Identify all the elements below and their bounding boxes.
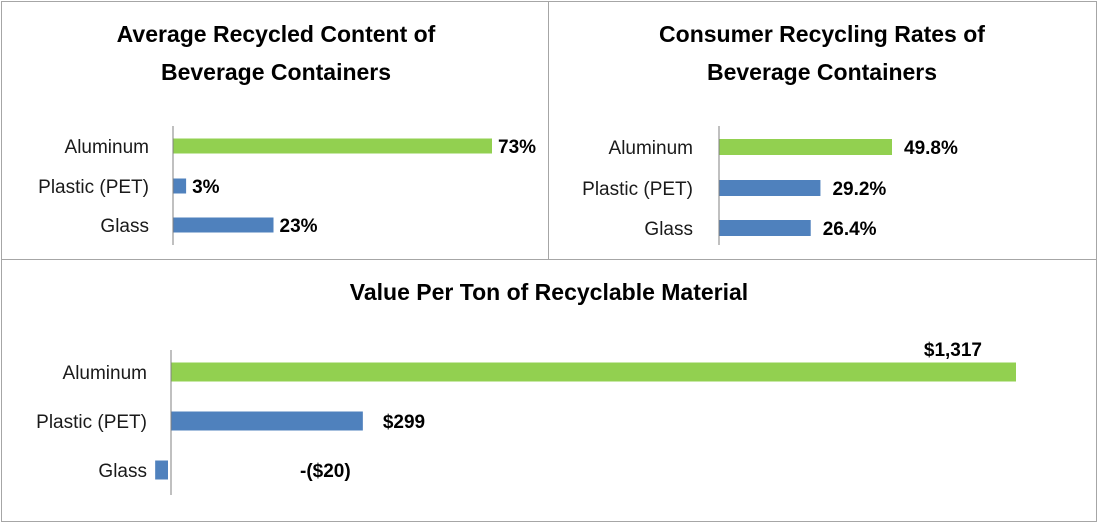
recycling-rates-panel: Consumer Recycling Rates of Beverage Cont… [548,1,1097,261]
value-label-glass: -($20) [300,461,351,482]
value-label-plastic-pet: $299 [383,412,425,433]
chart-title-line: Average Recycled Content of [117,21,436,47]
value-label-glass: 23% [280,216,318,237]
value-per-ton-panel: Value Per Ton of Recyclable Material Alum… [1,259,1097,522]
category-label-glass: Glass [100,216,149,237]
category-label-plastic-pet: Plastic (PET) [582,179,693,200]
bar-glass [173,217,274,233]
recycling-rates-chart: Consumer Recycling Rates of Beverage Cont… [582,21,985,245]
bar-aluminum [719,139,892,155]
value-label-glass: 26.4% [823,219,877,240]
value-label-aluminum: 49.8% [904,138,958,159]
chart-title-line: Beverage Containers [161,59,391,85]
category-label-aluminum: Aluminum [65,137,149,158]
value-label-plastic-pet: 29.2% [832,179,886,200]
value-label-aluminum: $1,317 [924,340,982,361]
value-per-ton-chart: Value Per Ton of Recyclable Material Alum… [36,279,1016,495]
bar-plastic-pet [173,178,187,194]
bar-glass [719,220,811,236]
category-label-glass: Glass [644,219,693,240]
category-label-aluminum: Aluminum [63,363,147,384]
chart-title-line: Beverage Containers [707,59,937,85]
category-label-plastic-pet: Plastic (PET) [36,412,147,433]
bar-plastic-pet [719,180,821,196]
category-label-glass: Glass [98,461,147,482]
value-label-aluminum: 73% [498,137,536,158]
bar-plastic-pet [171,411,363,431]
chart-title-line: Value Per Ton of Recyclable Material [350,279,748,305]
value-label-plastic-pet: 3% [192,177,220,198]
bar-glass [155,460,168,480]
bar-aluminum [171,362,1016,382]
category-label-plastic-pet: Plastic (PET) [38,177,149,198]
recycled-content-chart: Average Recycled Content of Beverage Cont… [38,21,536,245]
recycled-content-panel: Average Recycled Content of Beverage Cont… [1,1,550,261]
chart-title-line: Consumer Recycling Rates of [659,21,985,47]
bar-aluminum [173,138,492,154]
category-label-aluminum: Aluminum [609,138,693,159]
